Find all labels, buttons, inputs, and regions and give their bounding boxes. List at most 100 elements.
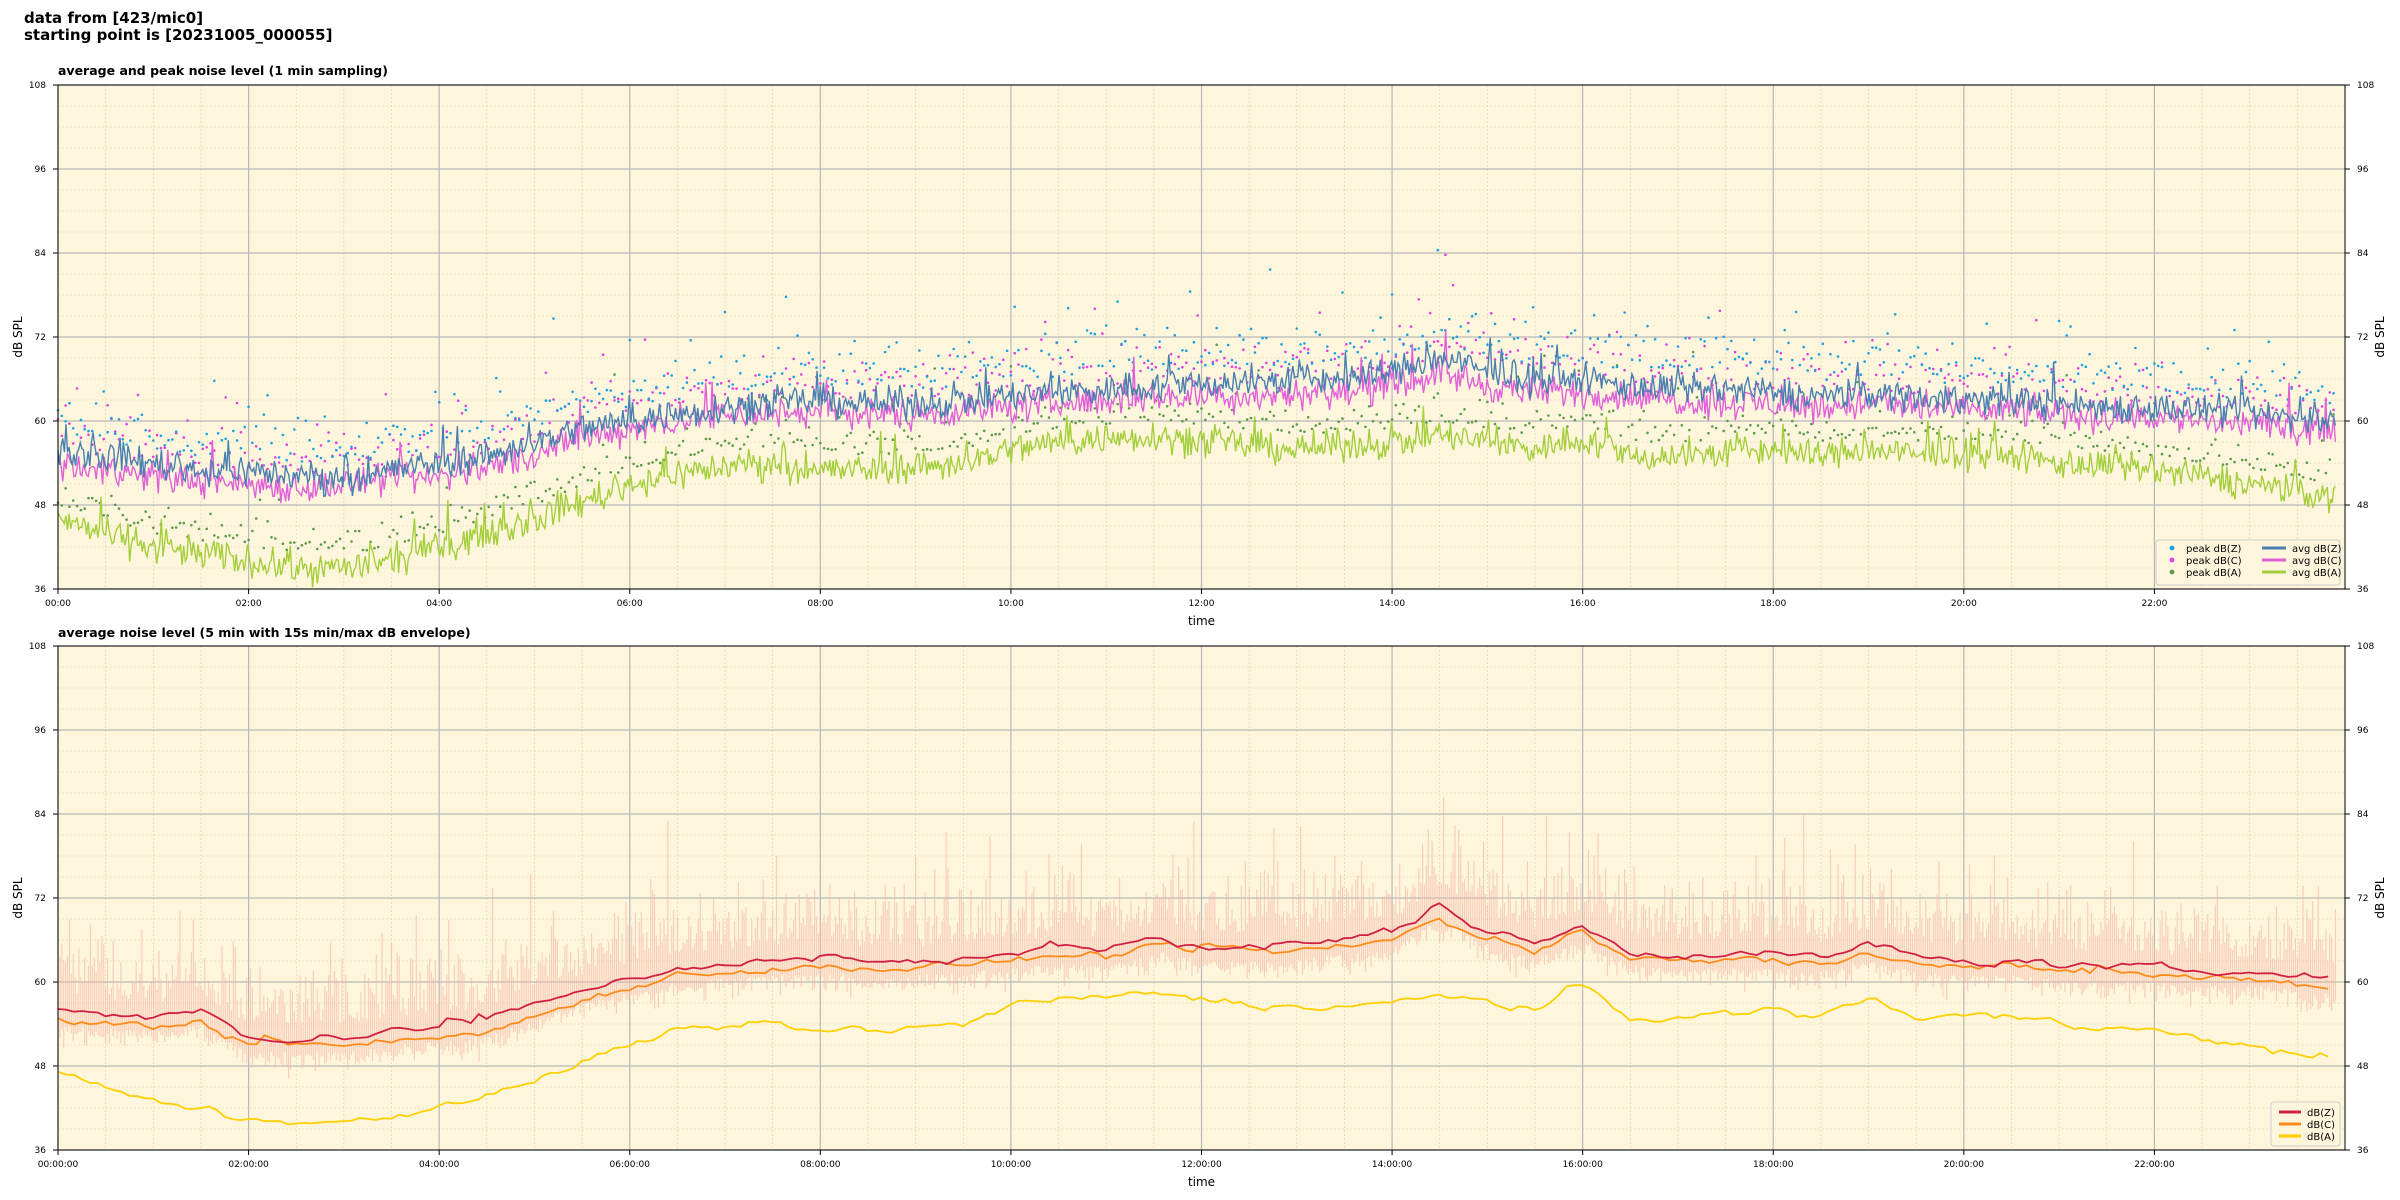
peak-dba-point (784, 418, 788, 422)
peak-dbc-point (1703, 344, 1706, 348)
peak-dba-point (1280, 429, 1283, 432)
peak-dba-point (1642, 409, 1645, 413)
peak-dba-point (849, 431, 853, 435)
peak-dba-point (1592, 421, 1596, 424)
peak-dbc-point (182, 436, 186, 439)
peak-dba-point (1127, 407, 1131, 410)
y-tick-label-right: 60 (2357, 417, 2369, 427)
peak-dba-point (174, 526, 178, 529)
peak-dba-point (1867, 427, 1870, 430)
peak-dbc-point (1947, 373, 1950, 376)
peak-dba-point (2027, 441, 2030, 445)
peak-dba-point (2233, 460, 2236, 464)
peak-dba-point (254, 517, 258, 520)
peak-dba-point (2244, 458, 2248, 462)
peak-dba-point (822, 447, 826, 450)
peak-dba-point (132, 521, 136, 525)
peak-dba-point (1143, 415, 1146, 419)
peak-dbc-point (963, 366, 967, 369)
peak-dba-point (792, 440, 795, 444)
peak-dbc-point (998, 373, 1001, 376)
peak-dbc-point (274, 456, 277, 459)
peak-dbc-point (624, 409, 628, 412)
peak-dba-point (357, 529, 361, 533)
peak-dba-point (1223, 421, 1226, 425)
peak-dbc-point (872, 388, 875, 392)
peak-dba-point (925, 447, 929, 451)
y-tick-label-left: 84 (35, 249, 47, 259)
peak-dba-point (437, 528, 441, 532)
peak-dba-point (556, 478, 559, 481)
peak-dba-point (1661, 434, 1664, 437)
peak-dba-point (2187, 447, 2190, 450)
peak-dba-point (2286, 461, 2290, 465)
peak-dba-point (540, 499, 544, 503)
peak-dba-point (2252, 466, 2255, 470)
peak-dba-point (1204, 418, 1207, 422)
peak-dba-point (296, 547, 300, 550)
peak-dbc-point (1116, 382, 1119, 385)
peak-dba-point (1954, 437, 1958, 440)
peak-dba-point (1051, 427, 1055, 430)
peak-dba-point (834, 448, 837, 451)
peak-dbc-point (933, 394, 936, 398)
peak-dba-point (1371, 419, 1375, 423)
suptitle-line1: data from [423/mic0] (24, 9, 204, 27)
y-tick-label-left: 72 (35, 894, 46, 904)
peak-dbc-point (449, 453, 452, 456)
peak-dba-point (376, 545, 380, 549)
peak-dba-point (1459, 412, 1462, 416)
peak-dbc-point (910, 394, 914, 397)
peak-dba-point (1711, 425, 1714, 428)
peak-dba-point (2134, 441, 2137, 444)
peak-dba-point (2206, 452, 2210, 455)
peak-dbc-point (708, 381, 712, 385)
peak-dba-point (361, 548, 365, 552)
peak-dbc-point (384, 393, 388, 396)
x-tick-label: 14:00:00 (1372, 1160, 1413, 1170)
peak-dbc-point (422, 433, 426, 437)
peak-dba-point (1295, 423, 1299, 426)
peak-dbc-point (754, 374, 757, 377)
peak-dba-point (1802, 432, 1805, 436)
peak-dba-point (426, 523, 430, 526)
peak-dbc-point (1028, 384, 1032, 387)
peak-dba-point (2160, 452, 2164, 456)
peak-dbc-point (304, 455, 308, 459)
peak-dba-point (674, 453, 677, 456)
peak-dba-point (479, 507, 483, 510)
peak-dbc-point (1204, 348, 1207, 352)
peak-dbc-point (1589, 347, 1592, 351)
peak-dbc-point (361, 462, 365, 466)
peak-dba-point (125, 518, 128, 521)
peak-dbc-point (411, 453, 414, 457)
peak-dbc-point (1459, 345, 1462, 348)
peak-dba-point (853, 446, 856, 449)
peak-dbc-point (1893, 363, 1897, 366)
peak-dbc-point (1650, 369, 1653, 372)
peak-dba-point (1448, 420, 1451, 423)
peak-dba-point (1047, 416, 1051, 419)
y-tick-label-right: 36 (2357, 1146, 2369, 1156)
peak-dbc-point (1276, 373, 1279, 377)
peak-dba-point (567, 480, 571, 484)
peak-dba-point (1337, 420, 1340, 424)
peak-dba-point (990, 433, 994, 437)
peak-dba-point (1398, 412, 1401, 416)
peak-dba-point (605, 455, 609, 459)
peak-dba-point (75, 504, 79, 508)
peak-dba-point (1974, 437, 1977, 441)
peak-dba-point (1817, 431, 1821, 434)
peak-dbc-point (1726, 367, 1729, 370)
peak-dba-point (2084, 434, 2088, 438)
peak-dba-point (986, 439, 990, 443)
peak-dbc-point (1017, 363, 1020, 366)
peak-dba-point (1989, 434, 1992, 437)
peak-dbc-point (880, 373, 883, 377)
peak-dba-point (106, 514, 109, 517)
peak-dbc-point (354, 446, 357, 450)
peak-dbc-point (571, 413, 574, 417)
y-tick-label-right: 84 (2357, 810, 2369, 820)
peak-dba-point (529, 481, 532, 485)
peak-dba-point (319, 543, 323, 546)
